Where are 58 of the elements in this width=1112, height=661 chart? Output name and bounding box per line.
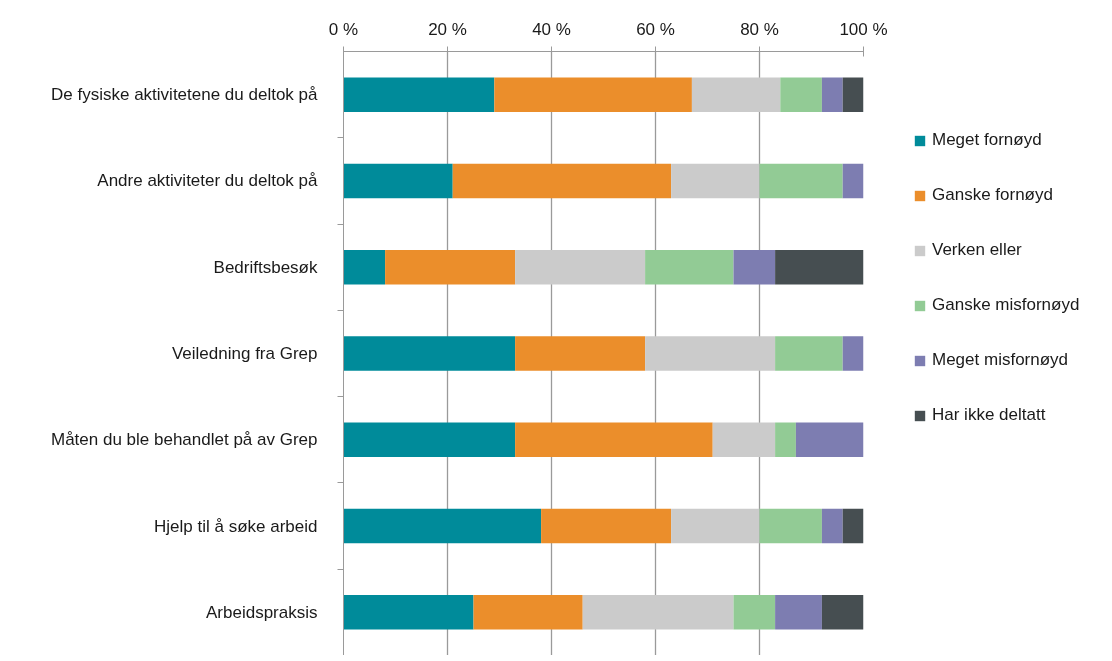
bar (515, 336, 646, 371)
bar (515, 422, 713, 458)
bar (452, 163, 672, 199)
bar (671, 163, 760, 199)
bar (842, 163, 864, 199)
bar (780, 77, 822, 112)
bar (775, 336, 843, 371)
bar (775, 249, 864, 285)
bar (582, 595, 734, 630)
bar (515, 249, 646, 285)
y-tick-label: De fysiske aktivitetene du deltok på (51, 85, 319, 105)
bar (821, 595, 864, 630)
bar (759, 508, 822, 544)
y-tick-label: Arbeidspraksis (206, 602, 318, 622)
y-tick-label: Bedriftsbesøk (213, 257, 318, 277)
bar (343, 508, 542, 544)
y-tick-label: Andre aktiviteter du deltok på (97, 171, 319, 191)
bar (343, 77, 495, 112)
bar (795, 422, 864, 458)
bar (733, 595, 776, 630)
bar (691, 77, 781, 112)
bar (645, 336, 776, 371)
bar (821, 508, 843, 544)
bar (473, 595, 583, 630)
bar (671, 508, 760, 544)
x-tick-label: 0 % (328, 19, 359, 39)
legend-label: Ganske misfornøyd (932, 295, 1080, 315)
legend-label: Har ikke deltatt (932, 405, 1046, 425)
bar (842, 508, 864, 544)
bar (842, 77, 864, 112)
legend-label: Meget misfornøyd (932, 350, 1069, 370)
legend-label: Verken eller (932, 240, 1022, 260)
bar (343, 422, 516, 458)
bar (385, 249, 516, 285)
bar (494, 77, 692, 112)
legend-label: Meget fornøyd (932, 130, 1042, 150)
y-tick-label: Veiledning fra Grep (171, 344, 318, 363)
x-tick-label: 40 % (532, 19, 571, 39)
y-tick-label: Hjelp til å søke arbeid (154, 516, 318, 536)
bar (343, 249, 386, 285)
bar (821, 77, 843, 112)
legend-label: Ganske fornøyd (932, 185, 1053, 205)
bar (842, 336, 864, 371)
bar (343, 595, 474, 630)
bar (775, 422, 796, 458)
x-tick-label: 60 % (636, 19, 675, 39)
bar (733, 249, 776, 285)
y-tick-label: Måten du ble behandlet på av Grep (50, 430, 318, 450)
bar (645, 249, 734, 285)
bar (343, 163, 453, 199)
bar (775, 595, 822, 630)
bar (759, 163, 843, 199)
x-tick-label: 20 % (428, 19, 467, 39)
bar (541, 508, 672, 544)
bar (343, 336, 516, 371)
x-tick-label: 100 % (839, 19, 888, 39)
x-tick-label: 80 % (740, 19, 779, 39)
bar (712, 422, 776, 458)
